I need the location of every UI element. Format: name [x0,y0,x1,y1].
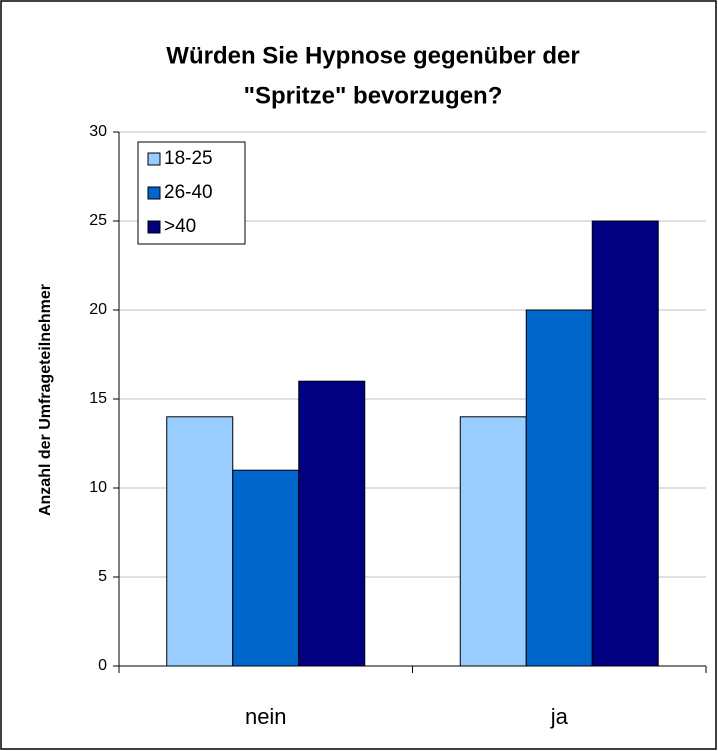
y-axis-label: Anzahl der Umfrageteilnehmer [37,284,54,516]
y-tick-label: 30 [89,123,107,140]
y-tick-label: 10 [89,479,107,496]
x-tick-label: nein [245,704,287,729]
legend-label: 26-40 [164,182,213,203]
bar [166,416,234,667]
legend-label: >40 [164,216,196,237]
legend-swatch [147,152,161,166]
legend-label: 18-25 [164,148,213,169]
x-tick-label: ja [550,704,569,729]
y-tick-label: 5 [98,568,107,585]
legend-swatch [147,186,161,200]
y-tick-label: 25 [89,212,107,229]
bar [591,220,659,667]
bar [525,309,593,667]
y-tick-label: 15 [89,390,107,407]
legend-swatch [147,220,161,234]
chart-title: Würden Sie Hypnose gegenüber der [166,42,579,69]
bar [298,380,366,667]
chart-title: "Spritze" bevorzugen? [244,82,503,109]
y-tick-label: 20 [89,301,107,318]
bar [232,469,300,667]
bar [459,416,527,667]
y-tick-label: 0 [98,657,107,674]
